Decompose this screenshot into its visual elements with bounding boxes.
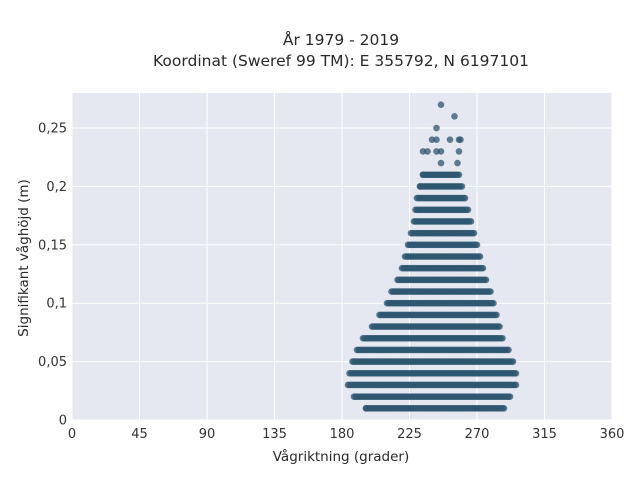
x-tick-label: 315 (532, 427, 557, 442)
x-tick-label: 270 (465, 427, 490, 442)
data-point (419, 171, 427, 179)
data-point (433, 124, 440, 132)
data-point (512, 369, 520, 377)
data-point (496, 323, 503, 330)
y-tick-label: 0,15 (38, 238, 67, 253)
data-point (464, 206, 472, 214)
data-point (506, 393, 514, 400)
data-point (416, 183, 424, 190)
data-point (490, 299, 497, 307)
data-point (499, 334, 506, 342)
x-tick-label: 90 (199, 427, 216, 442)
y-tick-label: 0,05 (38, 355, 67, 370)
y-tick-label: 0,2 (46, 180, 67, 195)
data-point (476, 253, 484, 260)
data-point (505, 346, 512, 354)
data-point (512, 381, 520, 389)
y-tick-label: 0 (59, 414, 67, 429)
data-point (479, 264, 487, 272)
data-points (344, 101, 520, 412)
data-point (437, 148, 445, 155)
x-tick-label: 45 (131, 427, 148, 442)
y-tick-label: 0,1 (46, 297, 67, 312)
y-axis-label: Signifikant våghöjd (m) (15, 179, 32, 337)
x-tick-label: 225 (397, 427, 422, 442)
data-point (451, 113, 458, 120)
data-point (500, 405, 508, 412)
data-point (455, 148, 463, 155)
y-tick-label: 0,25 (38, 122, 67, 137)
x-axis-ticks: 0 45 90 135 180 225 270 315 360 (68, 427, 625, 442)
data-point (473, 241, 481, 249)
data-point (457, 136, 464, 144)
data-point (454, 159, 461, 167)
data-point (437, 101, 445, 108)
data-point (362, 405, 370, 412)
x-axis-label: Vågriktning (grader) (273, 448, 410, 465)
data-point (461, 194, 469, 202)
data-point (509, 358, 517, 365)
data-point (482, 276, 490, 284)
chart-subtitle: Koordinat (Sweref 99 TM): E 355792, N 61… (153, 52, 529, 70)
data-point (446, 136, 454, 144)
data-point (458, 183, 466, 190)
data-point (455, 171, 463, 179)
data-point (470, 229, 478, 237)
data-point (467, 218, 475, 225)
chart-title: År 1979 - 2019 (283, 30, 399, 49)
x-tick-label: 135 (262, 427, 287, 442)
data-point (433, 136, 440, 144)
data-point (493, 311, 500, 319)
y-axis-ticks: 0 0,05 0,1 0,15 0,2 0,25 (38, 122, 67, 429)
data-point (487, 288, 494, 295)
x-tick-label: 360 (600, 427, 625, 442)
data-point (437, 159, 445, 167)
data-point (424, 148, 431, 155)
grid-lines (71, 93, 613, 421)
x-tick-label: 180 (330, 427, 355, 442)
x-tick-label: 0 (68, 427, 76, 442)
